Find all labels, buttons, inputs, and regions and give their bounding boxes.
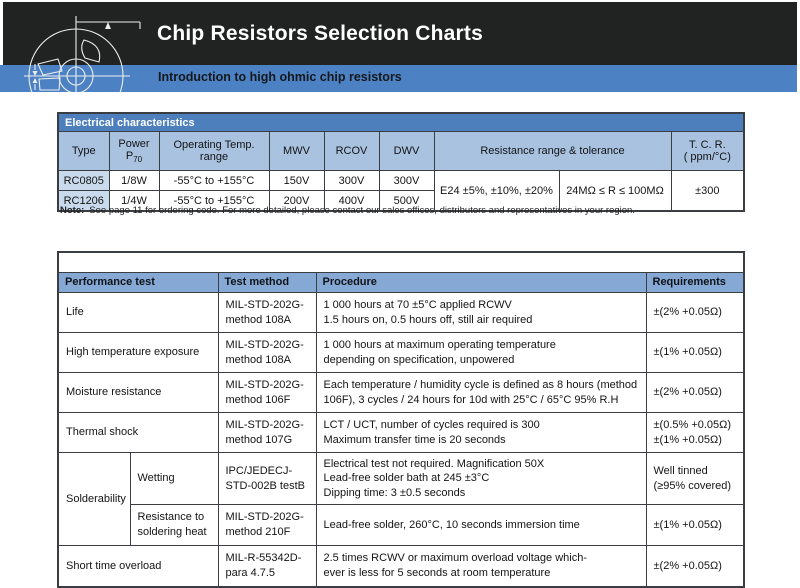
solderability-group-cell: Solderability — [57, 452, 131, 546]
col-header-test-method: Test method — [217, 272, 317, 293]
procedure-cell: Lead-free solder, 260°C, 10 seconds imme… — [315, 504, 647, 546]
table-row: Performance test Test method Procedure R… — [57, 272, 745, 293]
test-method-cell: MIL-STD-202G- method 108A — [217, 292, 317, 333]
col-header-requirements: Requirements — [645, 272, 745, 293]
table-row: Moisture resistance MIL-STD-202G- method… — [57, 372, 745, 413]
table-row: High temperature exposure MIL-STD-202G- … — [57, 332, 745, 373]
procedure-cell: LCT / UCT, number of cycles required is … — [315, 412, 647, 453]
note-text: See page 11 for ordering code. For more … — [89, 205, 635, 216]
operating-temp-cell: -55°C to +155°C — [158, 190, 270, 212]
requirements-cell: ±(2% +0.05Ω) — [645, 372, 745, 413]
type-cell: RC1206 — [57, 190, 110, 212]
rcov-cell: 400V — [323, 190, 380, 212]
procedure-cell: 2.5 times RCWV or maximum overload volta… — [315, 545, 647, 588]
electrical-characteristics-table: Electrical characteristics Type Power P7… — [57, 112, 746, 212]
mwv-cell: 150V — [268, 170, 325, 191]
procedure-cell: 1 000 hours at maximum operating tempera… — [315, 332, 647, 373]
sub-test-cell: Wetting — [129, 452, 219, 505]
requirements-cell: ±(1% +0.05Ω) — [645, 504, 745, 546]
procedure-cell: Electrical test not required. Magnificat… — [315, 452, 647, 505]
table-row: RC1206 1/4W -55°C to +155°C 200V 400V 50… — [57, 190, 744, 212]
electrical-section-title: Electrical characteristics — [57, 112, 745, 132]
operating-temp-cell: -55°C to +155°C — [158, 170, 270, 191]
procedure-cell: Each temperature / humidity cycle is def… — [315, 372, 647, 413]
test-method-cell: MIL-STD-202G- method 210F — [217, 504, 317, 546]
masthead — [3, 2, 797, 65]
table-row: Life MIL-STD-202G- method 108A 1 000 hou… — [57, 292, 745, 333]
table-row: Electrical characteristics — [57, 112, 745, 132]
col-header-power: Power P70 — [108, 131, 160, 171]
power-cell: 1/4W — [108, 190, 160, 212]
cad-technical-drawing-icon — [24, 16, 141, 92]
table-row: Environmental characteristics — [57, 251, 745, 273]
tcr-value-cell: ±300 — [670, 170, 745, 212]
table-row: Type Power P70 Operating Temp. range MWV… — [57, 131, 745, 171]
col-header-procedure: Procedure — [315, 272, 647, 293]
col-header-rcov: RCOV — [323, 131, 380, 171]
performance-test-cell: Thermal shock — [57, 412, 219, 453]
requirements-cell: ±(2% +0.05Ω) — [645, 292, 745, 333]
test-method-cell: MIL-STD-202G- method 108A — [217, 332, 317, 373]
mwv-cell: 200V — [268, 190, 325, 212]
environmental-section-title: Environmental characteristics — [57, 251, 745, 273]
dwv-cell: 500V — [378, 190, 435, 212]
col-header-mwv: MWV — [268, 131, 325, 171]
col-header-tcr: T. C. R. ( ppm/°C) — [670, 131, 745, 171]
table-row: Solderability Wetting IPC/JEDECJ- STD-00… — [57, 452, 745, 546]
col-header-performance-test: Performance test — [57, 272, 219, 293]
requirements-cell: Well tinned (≥95% covered) — [645, 452, 745, 505]
page-title: Chip Resistors Selection Charts — [157, 22, 483, 45]
sub-test-cell: Resistance to soldering heat — [129, 504, 219, 546]
power-cell: 1/8W — [108, 170, 160, 191]
test-method-cell: MIL-R-55342D- para 4.7.5 — [217, 545, 317, 588]
col-header-type: Type — [57, 131, 110, 171]
col-header-resistance-range: Resistance range & tolerance — [433, 131, 672, 171]
performance-test-cell: Life — [57, 292, 219, 333]
requirements-cell: ±(1% +0.05Ω) — [645, 332, 745, 373]
col-header-operating-temp: Operating Temp. range — [158, 131, 270, 171]
power-subscript: 70 — [133, 155, 143, 165]
environmental-characteristics-table: Environmental characteristics Performanc… — [57, 251, 745, 588]
table-row: Resistance to soldering heat MIL-STD-202… — [58, 504, 745, 546]
performance-test-cell: High temperature exposure — [57, 332, 219, 373]
note-label: Note: — [60, 205, 85, 216]
requirements-cell: ±(2% +0.05Ω) — [645, 545, 745, 588]
type-cell: RC0805 — [57, 170, 110, 191]
table-row: Thermal shock MIL-STD-202G- method 107G … — [57, 412, 745, 453]
accent-bar — [0, 65, 797, 92]
rcov-cell: 300V — [323, 170, 380, 191]
dwv-cell: 300V — [378, 170, 435, 191]
test-method-cell: MIL-STD-202G- method 106F — [217, 372, 317, 413]
resistance-range-cell: 24MΩ ≤ R ≤ 100MΩ — [558, 170, 672, 212]
power-label: Power P — [118, 137, 150, 162]
page-subtitle: Introduction to high ohmic chip resistor… — [158, 70, 402, 84]
tolerance-cell: E24 ±5%, ±10%, ±20% — [433, 170, 560, 212]
test-method-cell: MIL-STD-202G- method 107G — [217, 412, 317, 453]
performance-test-cell: Short time overload — [57, 545, 219, 588]
ordering-note: Note: See page 11 for ordering code. For … — [60, 205, 750, 216]
test-method-cell: IPC/JEDECJ- STD-002B testB — [217, 452, 317, 505]
performance-test-cell: Moisture resistance — [57, 372, 219, 413]
procedure-cell: 1 000 hours at 70 ±5°C applied RCWV 1.5 … — [315, 292, 647, 333]
requirements-cell: ±(0.5% +0.05Ω) ±(1% +0.05Ω) — [645, 412, 745, 453]
table-row: RC0805 1/8W -55°C to +155°C 150V 300V 30… — [57, 170, 745, 212]
col-header-dwv: DWV — [378, 131, 435, 171]
table-row: Short time overload MIL-R-55342D- para 4… — [57, 545, 745, 588]
